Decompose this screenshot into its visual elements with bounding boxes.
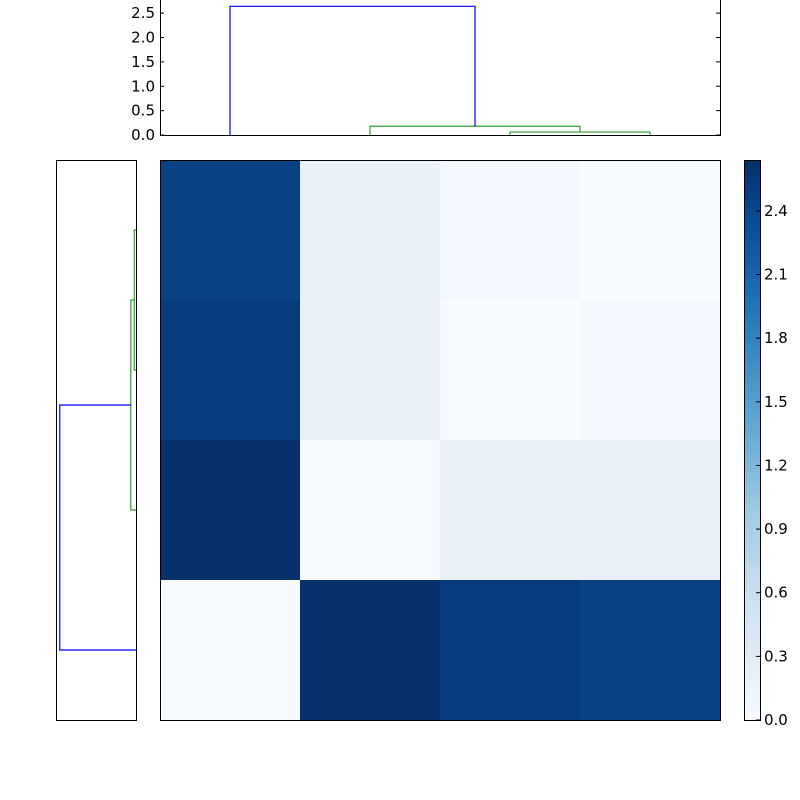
colorbar-tick-label: 0.6 (764, 584, 788, 602)
heatmap-cell (300, 160, 441, 301)
colorbar-gradient (744, 160, 761, 721)
heatmap-cell (580, 300, 721, 441)
heatmap-cell (160, 300, 301, 441)
dendrogram-link (133, 229, 136, 371)
left-dendrogram (56, 160, 137, 721)
colorbar-tick-label: 1.5 (764, 393, 788, 411)
heatmap-cell (440, 440, 581, 581)
dendrogram-link (369, 125, 581, 135)
heatmap-cell (440, 580, 581, 721)
heatmap-cell (160, 440, 301, 581)
heatmap-cell (580, 160, 721, 301)
heatmap-cell (160, 580, 301, 721)
colorbar-tick-label: 2.1 (764, 266, 788, 284)
dendrogram-link (59, 404, 136, 651)
heatmap-cell (580, 580, 721, 721)
y-tick-label: 1.0 (131, 77, 155, 95)
y-tick-label: 1.5 (131, 53, 155, 71)
heatmap-cell (580, 440, 721, 581)
y-tick-label: 2.0 (131, 29, 155, 47)
top-dendrogram: 0.0 0.5 1.0 1.5 2.0 2.5 (131, 0, 721, 144)
colorbar-tick-label: 0.9 (764, 520, 788, 538)
heatmap-frame (160, 160, 721, 721)
dendrogram-link (229, 5, 476, 135)
heatmap-cell (300, 440, 441, 581)
colorbar-tick-label: 0.0 (764, 711, 788, 729)
heatmap-cell (440, 160, 581, 301)
dendrogram-link (130, 299, 136, 511)
y-tick-label: 2.5 (131, 4, 155, 22)
colorbar-tick-label: 1.2 (764, 456, 788, 474)
colorbar-tick-label: 1.8 (764, 329, 788, 347)
heatmap-cell (160, 160, 301, 301)
y-tick-label: 0.5 (131, 102, 155, 120)
top-dendrogram-frame (160, 0, 721, 136)
heatmap-cell (440, 300, 581, 441)
heatmap-cell (300, 300, 441, 441)
colorbar-tick-label: 0.3 (764, 647, 788, 665)
dendrogram-link (509, 131, 651, 135)
colorbar-tick-label: 2.4 (764, 202, 788, 220)
heatmap (160, 160, 721, 721)
left-dendrogram-frame (56, 160, 137, 721)
heatmap-cell (300, 580, 441, 721)
y-tick-label: 0.0 (131, 126, 155, 144)
colorbar: 0.0 0.3 0.6 0.9 1.2 1.5 1.8 2.1 2.4 (744, 160, 788, 729)
